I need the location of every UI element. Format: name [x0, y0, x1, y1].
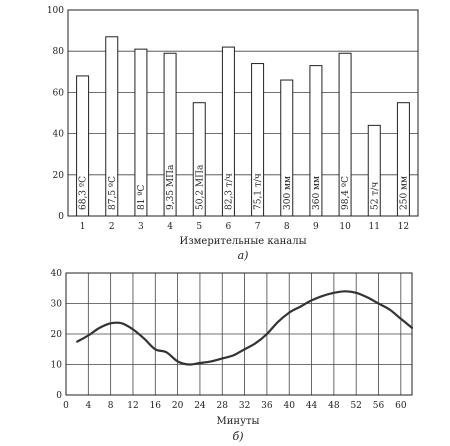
line-chart-xtick-label: 20	[172, 401, 184, 411]
bar-chart-xtick-label: 5	[196, 222, 202, 232]
bar-data-label: 52 т/ч	[370, 182, 380, 210]
bar-chart-ytick-label: 60	[53, 88, 65, 98]
line-chart-xtick-label: 28	[217, 401, 229, 411]
line-chart-xtick-label: 40	[283, 401, 295, 411]
bar-chart-frame	[67, 9, 419, 217]
bar-chart-xtick-label: 2	[109, 222, 115, 232]
bar-data-label: 9,35 МПа	[166, 164, 176, 210]
line-series	[76, 290, 414, 366]
bar-chart-ytick-label: 80	[53, 47, 65, 57]
bar	[251, 63, 265, 217]
bar-data-label: 81 ºС	[137, 184, 147, 210]
bar-data-label: 87,5 ºС	[108, 176, 118, 210]
line-chart-xtick-label: 60	[395, 401, 407, 411]
bar-data-label: 82,3 т/ч	[224, 173, 234, 210]
bar	[221, 46, 235, 217]
bar	[134, 48, 148, 217]
bar-data-label: 360 мм	[312, 176, 322, 210]
line-chart-xtick-label: 24	[194, 401, 206, 411]
bar	[396, 102, 410, 217]
bar-data-label: 75,1 т/ч	[254, 173, 264, 210]
bar-chart-xtick-label: 3	[138, 222, 144, 232]
line-chart-xtick-label: 44	[306, 401, 318, 411]
bar-chart-panel: 0 20 40 60 80 100 1 68,3 ºС 2 87,5 ºС 3 81 ºС 4 9,35 …	[47, 6, 419, 232]
bar	[280, 79, 294, 217]
bar-chart-xtick-label: 10	[339, 222, 351, 232]
bar	[105, 36, 119, 217]
bar-chart-xtick-label: 11	[369, 222, 380, 232]
bar-data-label: 98,4 ºС	[341, 176, 351, 210]
line-chart-xtick-label: 16	[150, 401, 162, 411]
line-chart-ytick-label: 0	[56, 391, 62, 401]
bar	[163, 52, 177, 217]
line-chart-ytick-label: 20	[51, 330, 63, 340]
line-chart-xtick-label: 36	[261, 401, 273, 411]
line-chart-panel-label: б)	[232, 430, 243, 443]
bar-chart-ytick-label: 20	[53, 171, 65, 181]
bar	[192, 102, 206, 217]
bar	[338, 52, 352, 217]
bar-chart-xtick-label: 1	[80, 222, 86, 232]
line-chart-xtick-label: 4	[85, 401, 91, 411]
line-chart-xtick-label: 32	[239, 401, 250, 411]
bar-chart-xtick-label: 7	[255, 222, 261, 232]
bar-chart-xtick-label: 6	[226, 222, 232, 232]
line-chart-frame	[65, 272, 413, 396]
bar-data-label: 300 мм	[283, 176, 293, 210]
line-chart-ytick-label: 10	[51, 361, 63, 371]
line-chart-xtick-label: 48	[328, 401, 340, 411]
line-chart-xtick-label: 12	[127, 401, 138, 411]
line-chart-xtick-label: 52	[350, 401, 361, 411]
line-chart-ytick-label: 40	[51, 269, 63, 279]
line-chart-xtick-label: 8	[108, 401, 114, 411]
line-chart-xtick-label: 0	[63, 401, 69, 411]
bar-chart-ytick-label: 0	[58, 212, 64, 222]
line-chart-xlabel: Минуты	[217, 416, 260, 427]
bar-chart-xtick-label: 9	[313, 222, 319, 232]
bar-chart-xtick-label: 8	[284, 222, 290, 232]
bar	[309, 65, 323, 217]
bar-data-label: 250 мм	[399, 176, 409, 210]
bar-chart-xtick-label: 4	[167, 222, 173, 232]
bar-chart-xlabel: Измерительные каналы	[179, 236, 306, 247]
bar-data-label: 68,3 ºС	[79, 176, 89, 210]
bar-chart-ytick-label: 40	[53, 130, 65, 140]
bar-data-label: 50,2 МПа	[195, 164, 205, 210]
line-chart-xtick-label: 56	[373, 401, 385, 411]
bar-chart-panel-label: а)	[238, 249, 249, 262]
bar-chart-xtick-label: 12	[398, 222, 409, 232]
line-chart-ytick-label: 30	[51, 300, 63, 310]
bar-chart-ytick-label: 100	[47, 6, 64, 16]
bar	[367, 124, 381, 217]
bar	[76, 75, 90, 217]
